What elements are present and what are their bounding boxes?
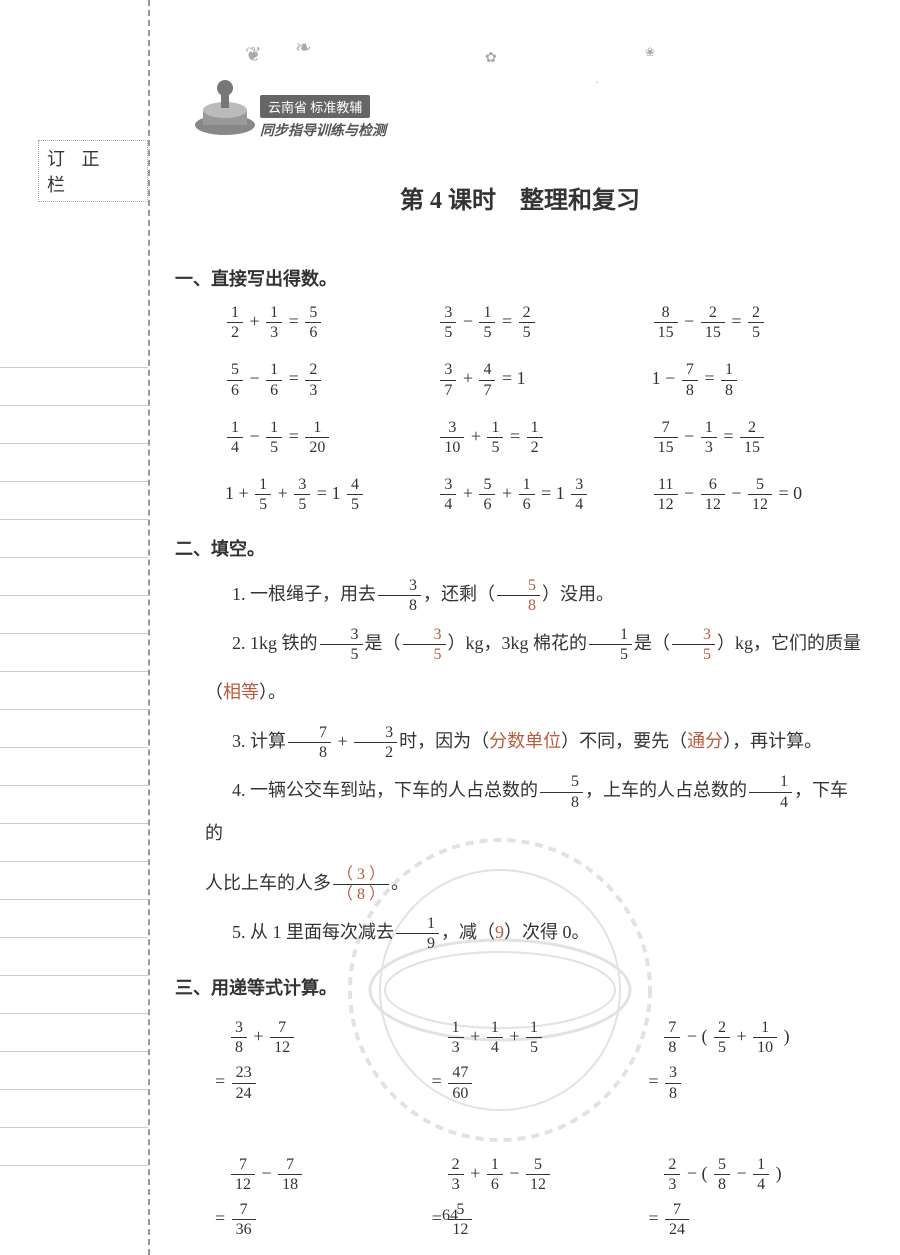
equation: 14 − 15 = 120 bbox=[225, 426, 331, 446]
equation: 35 − 15 = 25 bbox=[438, 311, 536, 331]
equation: 34 + 56 + 16 = 1 34 bbox=[438, 483, 589, 503]
leaf-icon: ❧ bbox=[295, 35, 312, 60]
section-3-heading: 三、用递等式计算。 bbox=[175, 974, 865, 1000]
equation: 12 + 13 = 56 bbox=[225, 311, 323, 331]
equation: 1112 − 612 − 512 = 0 bbox=[652, 483, 802, 503]
equation: 37 + 47 = 1 bbox=[438, 368, 525, 388]
ruled-lines bbox=[0, 330, 148, 1166]
equation: 815 − 215 = 25 bbox=[652, 311, 766, 331]
stepwise-cell: 38 + 712= 2324 bbox=[215, 1012, 432, 1139]
fill-blank-list: 1. 一根绳子，用去38，还剩（58）没用。 2. 1kg 铁的35是（35）kg… bbox=[205, 573, 865, 955]
equation: 1 − 78 = 18 bbox=[652, 368, 739, 388]
main-content: 第 4 课时 整理和复习 一、直接写出得数。 12 + 13 = 56 35 − … bbox=[175, 180, 865, 1246]
leaf-icon: ✿ bbox=[485, 50, 497, 67]
equation: 310 + 15 = 12 bbox=[438, 426, 544, 446]
page-header-decoration: 云南省 标准教辅 同步指导训练与检测 ❦ ❧ ✿ ❀ · bbox=[165, 40, 865, 140]
section-1-heading: 一、直接写出得数。 bbox=[175, 265, 865, 291]
banner: 云南省 标准教辅 同步指导训练与检测 bbox=[260, 95, 386, 140]
fill-q3: 3. 计算78 + 32时，因为（分数单位）不同，要先（通分），再计算。 bbox=[205, 720, 865, 763]
equation: 1 + 15 + 35 = 1 45 bbox=[225, 483, 365, 503]
calculation-grid: 12 + 13 = 56 35 − 15 = 25 815 − 215 = 25 56… bbox=[225, 303, 865, 515]
margin-label: 订 正 栏 bbox=[38, 140, 148, 202]
fill-q2-cont: （相等）。 bbox=[205, 671, 865, 714]
fill-q1: 1. 一根绳子，用去38，还剩（58）没用。 bbox=[205, 573, 865, 616]
banner-top: 云南省 标准教辅 bbox=[260, 95, 370, 118]
fill-q2: 2. 1kg 铁的35是（35）kg，3kg 棉花的15是（35）kg，它们的质… bbox=[205, 622, 865, 665]
section-2-heading: 二、填空。 bbox=[175, 535, 865, 561]
stepwise-cell: 13 + 14 + 15= 4760 bbox=[432, 1012, 649, 1139]
leaf-icon: ❦ bbox=[245, 42, 262, 67]
banner-subtitle: 同步指导训练与检测 bbox=[260, 120, 386, 140]
fill-q4: 4. 一辆公交车到站，下车的人占总数的58，上车的人占总数的14，下车的 bbox=[205, 769, 865, 855]
leaf-icon: ❀ bbox=[645, 45, 655, 60]
equation: 56 − 16 = 23 bbox=[225, 368, 323, 388]
stepwise-cell: 23 − ( 58 − 14 ) = 724 bbox=[648, 1149, 865, 1246]
correction-column: 订 正 栏 bbox=[0, 0, 150, 1255]
fill-q4-cont: 人比上车的人多（ 3 ）（ 8 ）。 bbox=[205, 862, 865, 905]
stump-illustration bbox=[185, 70, 265, 140]
stepwise-cell: 23 + 16 − 512= 512 bbox=[432, 1149, 649, 1246]
stepwise-cell: 712 − 718= 736 bbox=[215, 1149, 432, 1246]
page-number: 64 bbox=[0, 1207, 900, 1225]
fill-q5: 5. 从 1 里面每次减去19，减（9）次得 0。 bbox=[205, 911, 865, 954]
page-title: 第 4 课时 整理和复习 bbox=[175, 180, 865, 215]
leaf-icon: · bbox=[595, 75, 599, 90]
stepwise-cell: 78 − ( 25 + 110 ) = 38 bbox=[648, 1012, 865, 1139]
equation: 715 − 13 = 215 bbox=[652, 426, 766, 446]
